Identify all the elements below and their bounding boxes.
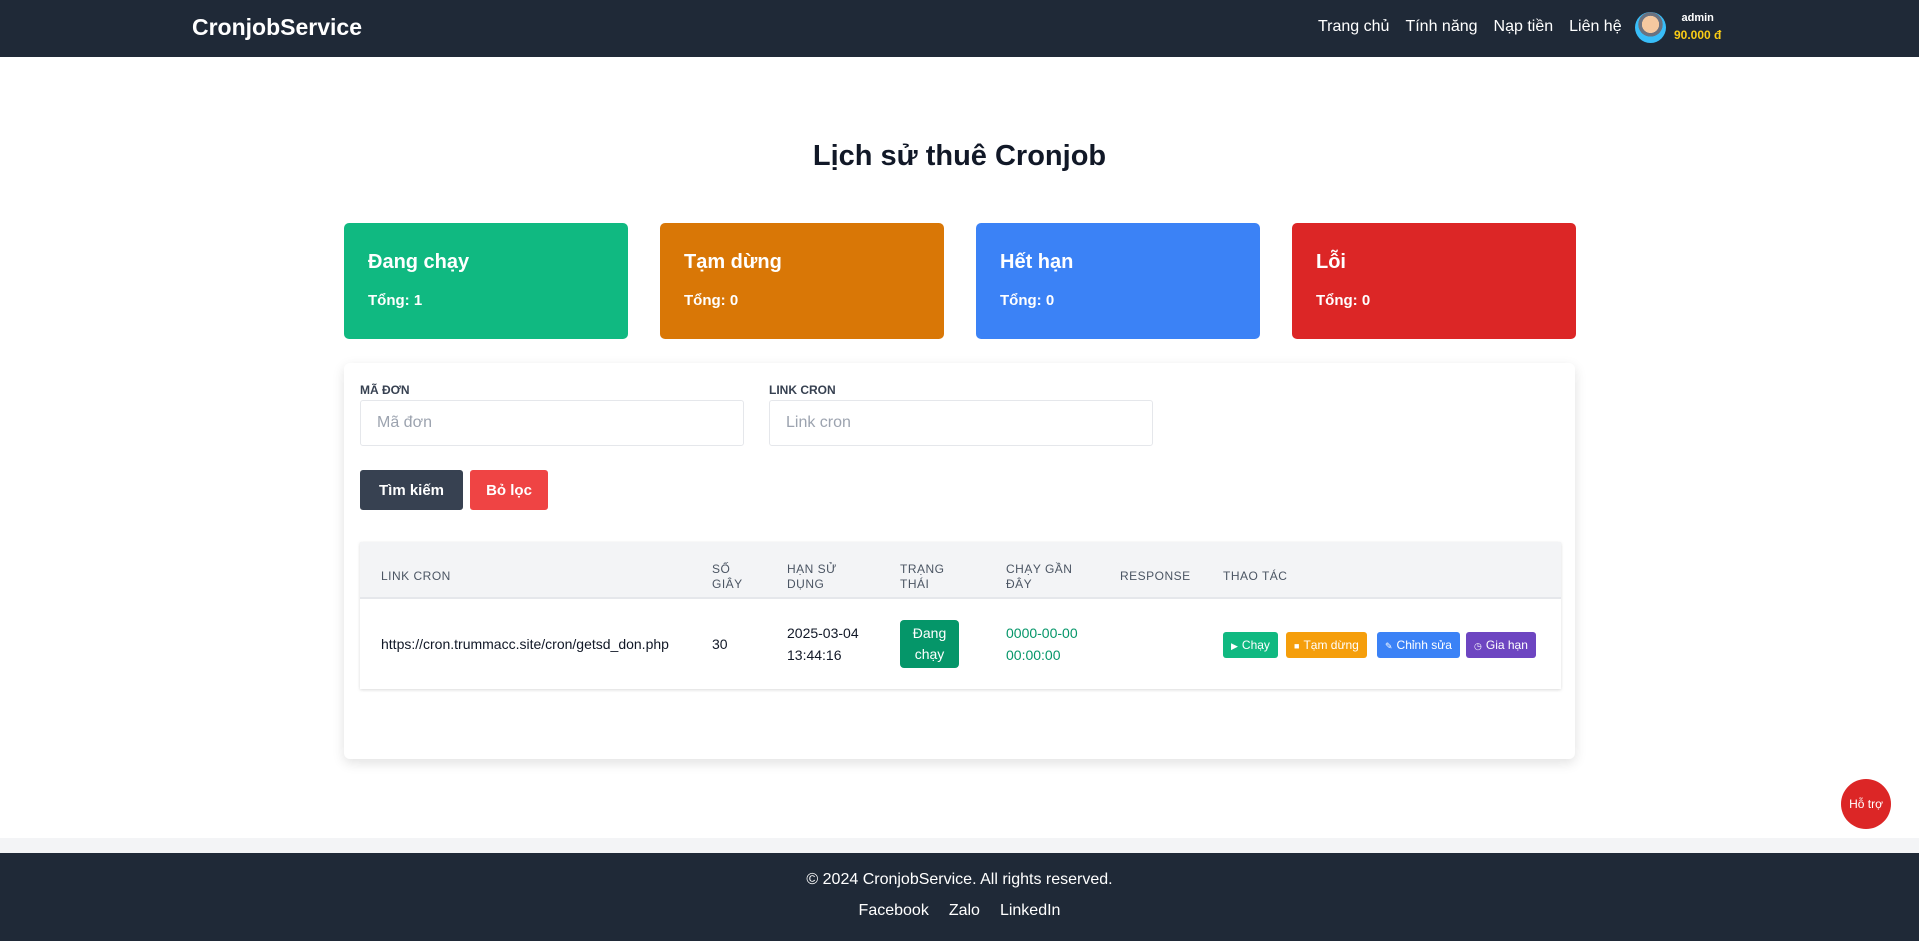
search-button[interactable]: Tìm kiếm (360, 470, 463, 510)
card-title: Lỗi (1316, 251, 1346, 273)
footer-spacer (0, 838, 1919, 853)
link-label: LINK CRON (769, 383, 836, 397)
zalo-link[interactable]: Zalo (948, 902, 980, 919)
col-response: RESPONSE (1120, 569, 1191, 583)
col-last-run: CHẠY GẦN ĐÂY (1006, 562, 1073, 591)
card-title: Đang chạy (368, 251, 470, 273)
cell-link: https://cron.trummacc.site/cron/getsd_do… (381, 636, 669, 652)
facebook-link[interactable]: Facebook (858, 902, 929, 919)
run-button[interactable]: ▶ Chạy (1223, 632, 1278, 658)
pause-button[interactable]: ■ Tạm dừng (1286, 632, 1367, 658)
footer-links: Facebook Zalo LinkedIn (0, 902, 1919, 920)
card-error: Lỗi Tổng: 0 (1292, 223, 1576, 339)
edit-icon: ✎ (1385, 641, 1393, 651)
nav-home[interactable]: Trang chủ (1318, 18, 1390, 35)
cell-last-run: 0000-00-00 00:00:00 (1006, 625, 1078, 663)
nav-topup[interactable]: Nạp tiền (1493, 18, 1554, 35)
cell-seconds: 30 (712, 636, 728, 652)
nav-menu: Trang chủ Tính năng Nạp tiền Liên hệ (1318, 18, 1919, 36)
clock-icon: ◷ (1474, 641, 1482, 651)
balance: 90.000 đ (1674, 28, 1722, 42)
cron-table: LINK CRON SỐ GIÂY HẠN SỬ DỤNG TRẠNG THÁI… (360, 542, 1561, 689)
nav-contact[interactable]: Liên hệ (1569, 18, 1622, 35)
footer: © 2024 CronjobService. All rights reserv… (0, 853, 1919, 941)
col-status: TRẠNG THÁI (900, 562, 945, 591)
col-actions: THAO TÁC (1223, 569, 1288, 583)
support-button[interactable]: Hỗ trợ (1841, 779, 1891, 829)
card-title: Hết hạn (1000, 251, 1074, 273)
col-seconds: SỐ GIÂY (712, 562, 743, 591)
table-header: LINK CRON SỐ GIÂY HẠN SỬ DỤNG TRẠNG THÁI… (360, 542, 1561, 599)
avatar[interactable] (1635, 12, 1666, 43)
card-count: Tổng: 0 (684, 292, 739, 309)
user-info[interactable]: admin 90.000 đ (1674, 12, 1721, 42)
card-running: Đang chạy Tổng: 1 (344, 223, 628, 339)
linkedin-link[interactable]: LinkedIn (999, 902, 1061, 919)
status-badge: Đang chạy (900, 620, 959, 668)
card-count: Tổng: 1 (368, 292, 423, 309)
edit-button[interactable]: ✎ Chỉnh sửa (1377, 632, 1460, 658)
card-title: Tạm dừng (684, 251, 782, 273)
card-paused: Tạm dừng Tổng: 0 (660, 223, 944, 339)
run-label: Chạy (1241, 638, 1270, 652)
extend-label: Gia hạn (1485, 638, 1528, 652)
card-count: Tổng: 0 (1316, 292, 1371, 309)
pause-icon: ■ (1294, 641, 1300, 651)
order-label: MÃ ĐƠN (360, 383, 410, 397)
navbar: CronjobService Trang chủ Tính năng Nạp t… (0, 0, 1919, 57)
nav-features[interactable]: Tính năng (1405, 18, 1478, 35)
history-panel: MÃ ĐƠN LINK CRON Tìm kiếm Bỏ lọc LINK CR… (344, 363, 1575, 759)
link-input[interactable] (769, 400, 1153, 446)
brand-logo[interactable]: CronjobService (192, 14, 362, 40)
clear-filter-button[interactable]: Bỏ lọc (470, 470, 548, 510)
card-count: Tổng: 0 (1000, 292, 1055, 309)
card-expired: Hết hạn Tổng: 0 (976, 223, 1260, 339)
copyright: © 2024 CronjobService. All rights reserv… (806, 871, 1113, 888)
order-input[interactable] (360, 400, 744, 446)
extend-button[interactable]: ◷ Gia hạn (1466, 632, 1536, 658)
pause-label: Tạm dừng (1303, 638, 1359, 652)
page-title: Lịch sử thuê Cronjob (812, 140, 1107, 172)
play-icon: ▶ (1231, 641, 1238, 651)
col-expiry: HẠN SỬ DỤNG (787, 562, 837, 591)
edit-label: Chỉnh sửa (1396, 638, 1452, 652)
username: admin (1681, 12, 1714, 24)
col-link: LINK CRON (381, 569, 451, 583)
cell-expiry: 2025-03-04 13:44:16 (787, 625, 859, 663)
